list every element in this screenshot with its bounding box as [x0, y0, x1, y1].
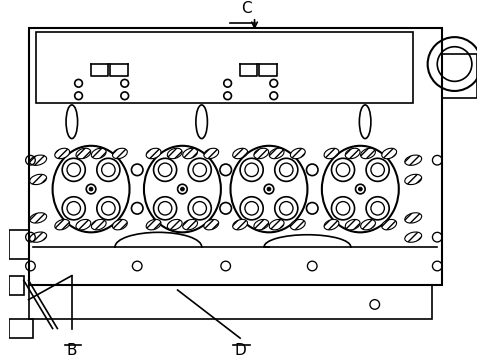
Ellipse shape	[30, 155, 47, 165]
Circle shape	[180, 187, 184, 191]
Ellipse shape	[324, 219, 339, 230]
Ellipse shape	[382, 148, 397, 159]
Ellipse shape	[345, 148, 360, 159]
Ellipse shape	[233, 219, 247, 230]
Ellipse shape	[324, 148, 339, 159]
Bar	[36, 32, 413, 103]
Circle shape	[267, 187, 271, 191]
Ellipse shape	[233, 148, 247, 159]
Ellipse shape	[183, 219, 197, 230]
Circle shape	[89, 187, 93, 191]
Ellipse shape	[167, 148, 182, 159]
Ellipse shape	[30, 174, 47, 184]
Bar	[29, 29, 442, 285]
Text: C: C	[242, 1, 252, 16]
Ellipse shape	[112, 148, 127, 159]
Ellipse shape	[76, 219, 91, 230]
Circle shape	[358, 187, 362, 191]
Ellipse shape	[204, 148, 219, 159]
Text: D: D	[234, 343, 246, 358]
Ellipse shape	[405, 174, 422, 184]
Ellipse shape	[405, 232, 422, 242]
Ellipse shape	[382, 219, 397, 230]
Ellipse shape	[76, 148, 91, 159]
Ellipse shape	[204, 219, 219, 230]
Ellipse shape	[112, 219, 127, 230]
Ellipse shape	[254, 148, 269, 159]
Ellipse shape	[55, 148, 69, 159]
Ellipse shape	[254, 219, 269, 230]
Bar	[29, 285, 433, 319]
Ellipse shape	[30, 232, 47, 242]
Ellipse shape	[361, 148, 375, 159]
Ellipse shape	[146, 219, 161, 230]
Ellipse shape	[269, 148, 284, 159]
Bar	[9, 230, 29, 259]
Ellipse shape	[269, 219, 284, 230]
Ellipse shape	[183, 148, 197, 159]
Ellipse shape	[55, 219, 69, 230]
Ellipse shape	[405, 155, 422, 165]
Ellipse shape	[30, 213, 47, 223]
Bar	[9, 275, 24, 295]
Bar	[442, 55, 477, 98]
Ellipse shape	[405, 213, 422, 223]
Text: B: B	[67, 343, 77, 358]
Ellipse shape	[291, 148, 305, 159]
Ellipse shape	[91, 219, 106, 230]
Ellipse shape	[345, 219, 360, 230]
Ellipse shape	[291, 219, 305, 230]
Bar	[9, 319, 34, 338]
Ellipse shape	[91, 148, 106, 159]
Ellipse shape	[361, 219, 375, 230]
Ellipse shape	[167, 219, 182, 230]
Ellipse shape	[146, 148, 161, 159]
